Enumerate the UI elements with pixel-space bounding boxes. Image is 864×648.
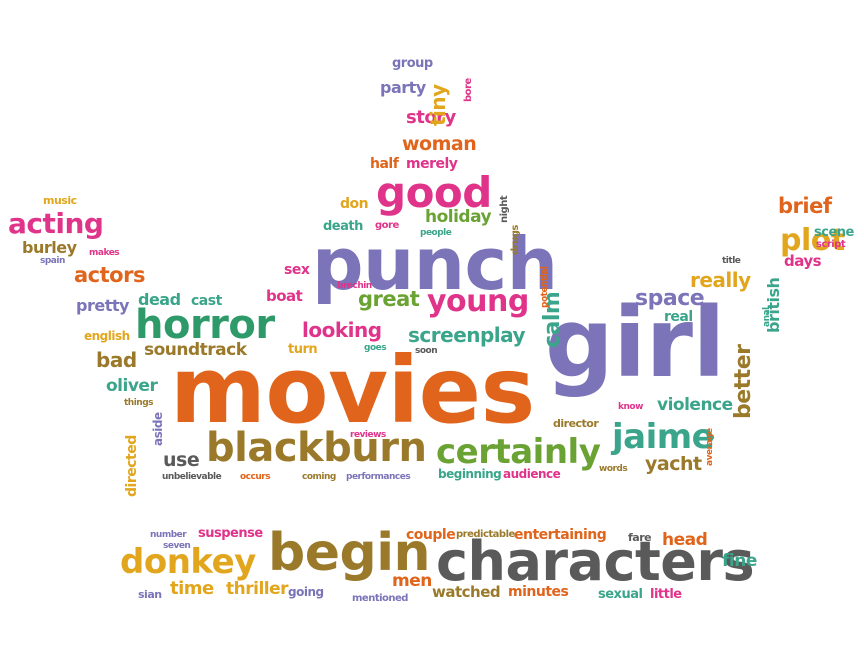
word-sexual: sexual (598, 587, 643, 602)
word-minutes: minutes (508, 584, 569, 600)
word-spain: spain (40, 256, 65, 266)
word-suspense: suspense (198, 526, 263, 541)
word-certainly: certainly (436, 432, 601, 472)
word-half: half (370, 156, 399, 172)
word-drugs: drugs (510, 225, 521, 255)
word-really: really (690, 268, 751, 292)
word-time: time (170, 578, 214, 599)
word-holiday: holiday (425, 207, 492, 227)
word-brechin: brechin (337, 281, 372, 291)
word-head: head (662, 530, 708, 550)
word-merely: merely (406, 156, 458, 172)
word-blackburn: blackburn (206, 425, 427, 471)
word-unbelievable: unbelievable (162, 472, 222, 482)
word-girl: girl (545, 287, 725, 399)
word-oliver: oliver (106, 376, 158, 396)
word-burley: burley (22, 238, 77, 257)
word-soundtrack: soundtrack (144, 340, 247, 360)
word-little: little (650, 587, 682, 602)
word-couple: couple (406, 527, 456, 543)
word-reviews: reviews (350, 430, 386, 440)
word-great: great (358, 287, 420, 311)
word-gore: gore (375, 220, 399, 231)
word-predictable: predictable (456, 529, 515, 540)
word-brief: brief (778, 194, 832, 218)
word-violence: violence (657, 395, 733, 415)
word-acting: acting (8, 207, 104, 240)
word-audience: audience (503, 467, 561, 481)
word-horror: horror (135, 302, 275, 348)
word-party: party (380, 78, 426, 97)
word-young: young (427, 284, 529, 319)
word-cast: cast (191, 293, 222, 309)
word-boat: boat (266, 287, 303, 305)
word-space: space (635, 286, 705, 311)
word-men: men (392, 571, 432, 591)
word-directed: directed (124, 435, 140, 498)
word-turn: turn (288, 342, 318, 357)
word-goes: goes (364, 343, 387, 353)
word-use: use (163, 449, 200, 471)
word-characters: characters (436, 530, 755, 593)
word-woman: woman (402, 133, 477, 155)
word-title: title (722, 256, 741, 266)
word-night: night (499, 195, 510, 223)
word-actors: actors (74, 263, 145, 287)
word-jaime: jaime (612, 417, 715, 457)
word-thriller: thriller (226, 579, 289, 599)
word-coming: coming (302, 472, 336, 482)
word-aside: aside (151, 412, 165, 446)
word-potential: potential (540, 266, 550, 308)
word-sex: sex (284, 262, 310, 278)
word-anal: anal (762, 306, 772, 327)
word-death: death (323, 219, 363, 234)
word-punch: punch (312, 222, 558, 306)
word-begin: begin (268, 523, 431, 583)
word-dead: dead (138, 290, 181, 309)
word-donkey: donkey (120, 542, 256, 582)
word-real: real (664, 309, 693, 325)
word-entertaining: entertaining (514, 527, 607, 543)
word-words: words (599, 464, 628, 474)
word-mentioned: mentioned (352, 593, 408, 604)
word-average: average (705, 428, 715, 466)
word-performances: performances (346, 472, 411, 482)
word-story: story (406, 107, 456, 128)
word-bad: bad (96, 348, 137, 372)
word-going: going (288, 585, 324, 599)
word-good: good (376, 168, 492, 217)
word-scene: scene (814, 225, 854, 240)
word-bore: bore (463, 78, 474, 102)
word-know: know (618, 402, 643, 412)
word-director: director (553, 417, 599, 430)
word-looking: looking (302, 318, 382, 342)
word-people: people (420, 228, 452, 238)
word-days: days (784, 252, 822, 270)
word-seven: seven (163, 541, 191, 551)
word-makes: makes (89, 248, 120, 258)
word-number: number (150, 530, 187, 540)
word-better: better (731, 344, 756, 420)
word-script: script (816, 239, 846, 250)
word-english: english (84, 329, 130, 343)
word-don: don (340, 196, 369, 212)
word-beginning: beginning (438, 467, 502, 481)
word-group: group (392, 56, 433, 71)
word-soon: soon (415, 346, 438, 356)
word-watched: watched (432, 583, 501, 601)
word-sian: sian (138, 588, 162, 601)
word-movies: movies (170, 337, 535, 444)
word-screenplay: screenplay (408, 323, 526, 347)
word-occurs: occurs (240, 472, 271, 482)
word-fine: fine (722, 551, 757, 571)
word-plot: plot (780, 223, 845, 258)
word-fare: fare (628, 531, 652, 544)
word-yacht: yacht (645, 453, 702, 475)
word-music: music (43, 194, 77, 207)
word-things: things (124, 398, 154, 408)
word-tiny: tiny (426, 84, 450, 126)
word-pretty: pretty (76, 296, 129, 315)
